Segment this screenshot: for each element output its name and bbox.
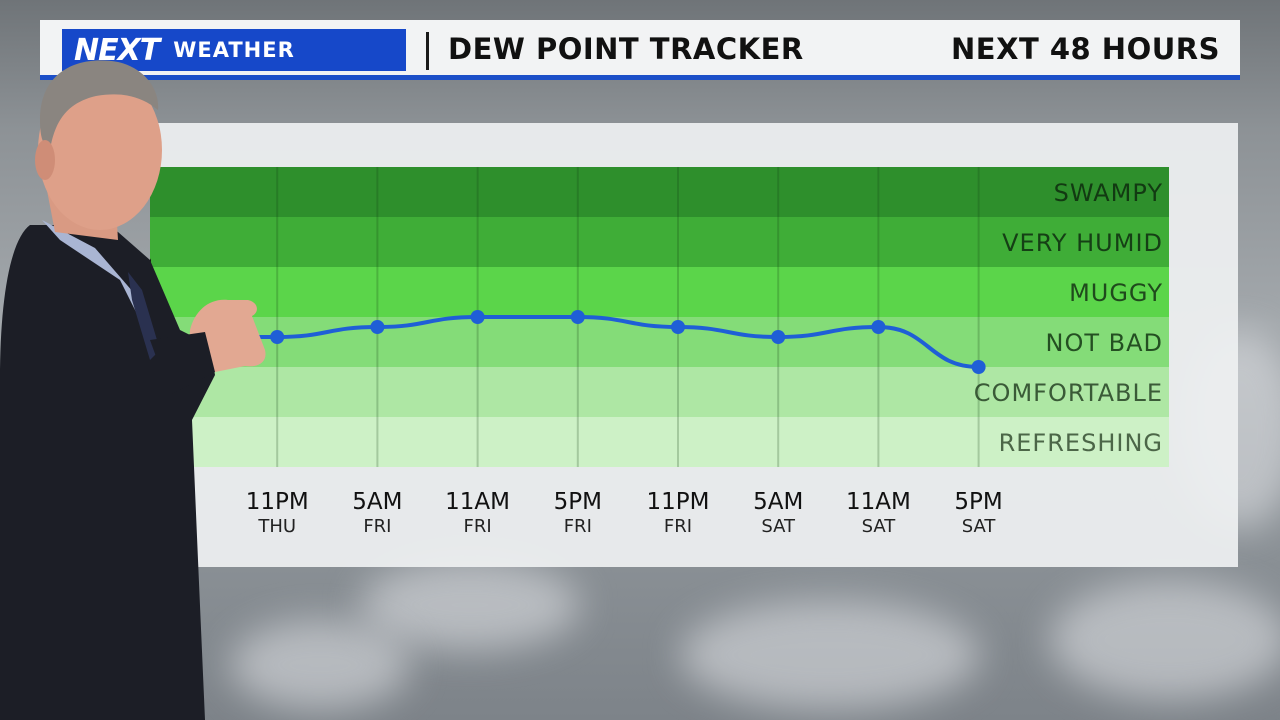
band-swampy: [150, 167, 1169, 217]
x-tick-time: 5PM: [554, 489, 602, 515]
x-tick-day: SAT: [962, 516, 997, 537]
graphic-title: DEW POINT TRACKER: [448, 32, 804, 66]
band-label: VERY HUMID: [1002, 229, 1163, 257]
data-point: [170, 330, 184, 344]
x-tick-time: 5AM: [753, 489, 803, 515]
data-point: [470, 310, 485, 324]
cloud: [230, 620, 410, 710]
x-tick-time: 11AM: [846, 489, 911, 515]
x-tick-day: SAT: [862, 516, 897, 537]
band-label: NOT BAD: [1046, 329, 1164, 357]
band-comfortable: [150, 367, 1169, 417]
band-label: REFRESHING: [999, 429, 1163, 457]
data-point: [771, 330, 786, 344]
x-tick-day: SAT: [761, 516, 796, 537]
x-tick-day: THU: [257, 516, 296, 537]
x-tick-day: FRI: [464, 516, 492, 537]
banner-divider: [426, 32, 429, 70]
data-point: [671, 320, 685, 334]
cloud: [1050, 580, 1280, 700]
band-very-humid: [150, 217, 1169, 267]
data-point: [370, 320, 385, 334]
data-point: [871, 320, 886, 334]
time-range-label: NEXT 48 HOURS: [951, 32, 1220, 66]
data-point: [270, 330, 285, 344]
band-refreshing: [150, 417, 1169, 467]
logo-next-text: NEXT: [74, 32, 160, 68]
dew-point-chart: SWAMPY VERY HUMID MUGGY NOT BAD COMFORTABLE R…: [150, 167, 1169, 537]
cloud: [360, 560, 580, 650]
x-tick-time: 11PM: [246, 489, 309, 515]
x-tick-time: 5PM: [954, 489, 1002, 515]
chart-panel: SWAMPY VERY HUMID MUGGY NOT BAD COMFORTABLE R…: [150, 123, 1238, 567]
partial-axis-label: 5°: [150, 253, 154, 283]
band-label: MUGGY: [1069, 279, 1163, 307]
data-point: [570, 310, 585, 324]
x-tick-time: 11AM: [445, 489, 510, 515]
x-tick-time: W: [166, 489, 189, 515]
x-tick-day: FRI: [363, 516, 391, 537]
x-tick-time: 5AM: [352, 489, 402, 515]
station-logo: NEXT WEATHER: [62, 29, 406, 71]
logo-weather-text: WEATHER: [173, 38, 295, 62]
cloud: [680, 600, 980, 710]
band-label: COMFORTABLE: [974, 379, 1163, 407]
x-tick-time: 11PM: [647, 489, 710, 515]
data-point: [971, 360, 986, 374]
x-tick-day: FRI: [664, 516, 692, 537]
band-label: SWAMPY: [1054, 179, 1163, 207]
x-tick-day: FRI: [564, 516, 592, 537]
title-banner: NEXT WEATHER DEW POINT TRACKER NEXT 48 H…: [40, 20, 1240, 80]
band-muggy: [150, 267, 1169, 317]
